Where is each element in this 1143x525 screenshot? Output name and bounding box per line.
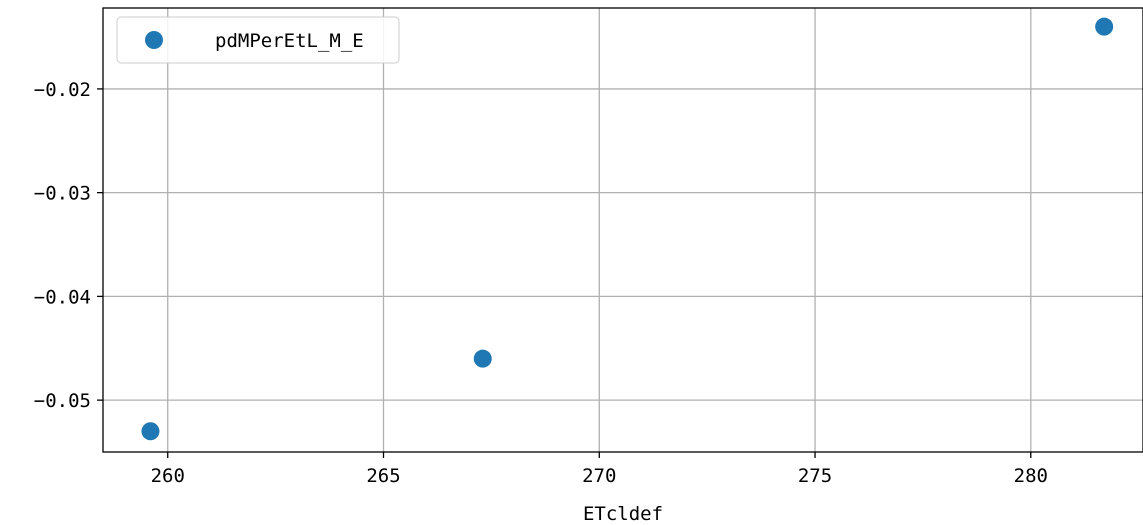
legend-marker xyxy=(145,31,163,49)
x-tick-label: 265 xyxy=(366,465,400,487)
grid xyxy=(103,8,1143,452)
x-axis-ticks: 260 265 270 275 280 xyxy=(151,452,1048,487)
data-point xyxy=(473,349,492,368)
legend-box xyxy=(116,16,400,64)
x-tick-label: 260 xyxy=(151,465,185,487)
x-tick-label: 275 xyxy=(798,465,832,487)
axes xyxy=(102,7,1143,453)
y-tick-label: −0.03 xyxy=(34,183,91,205)
data-point xyxy=(1095,17,1114,36)
x-tick-label: 280 xyxy=(1014,465,1048,487)
data-points xyxy=(141,17,1114,441)
legend-label: pdMPerEtL_M_E xyxy=(215,30,364,52)
x-axis-label: ETcldef xyxy=(583,503,663,525)
y-tick-label: −0.02 xyxy=(34,79,91,101)
plot-frame xyxy=(102,7,1143,453)
x-tick-label: 270 xyxy=(582,465,616,487)
y-tick-label: −0.05 xyxy=(34,390,91,412)
legend: pdMPerEtL_M_E xyxy=(116,16,400,64)
y-axis-ticks: −0.02 −0.03 −0.04 −0.05 xyxy=(34,79,103,412)
data-point xyxy=(141,422,160,441)
y-tick-label: −0.04 xyxy=(34,286,91,308)
